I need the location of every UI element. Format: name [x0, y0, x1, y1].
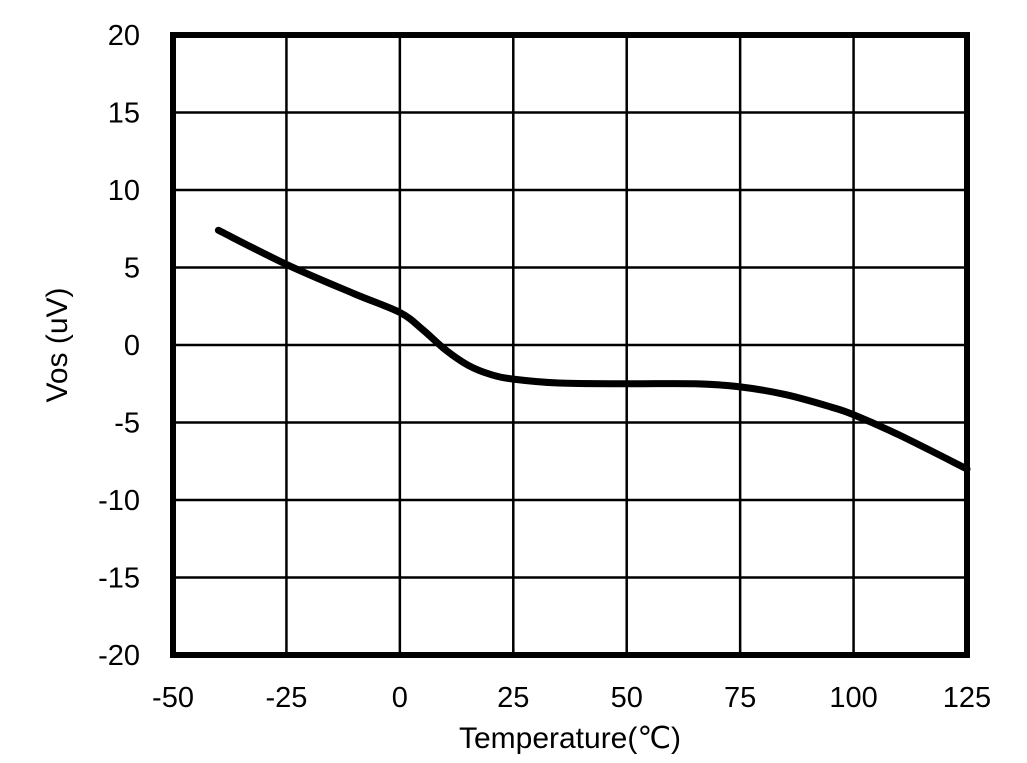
x-axis-title: Temperature(℃) — [459, 722, 681, 755]
grid-lines — [171, 33, 969, 657]
y-tick-label: 10 — [108, 175, 140, 207]
vos-curve — [214, 226, 971, 473]
y-tick-label: 20 — [108, 20, 140, 52]
x-tick-label: 0 — [392, 682, 408, 714]
y-axis-title: Vos (uV) — [41, 287, 74, 402]
x-tick-label: 75 — [724, 682, 756, 714]
y-tick-label: 0 — [124, 330, 140, 362]
y-tick-label: -15 — [98, 563, 140, 595]
y-axis-ticks: 20 15 10 5 0 -5 -10 -15 -20 — [98, 20, 140, 672]
x-tick-label: -50 — [152, 682, 194, 714]
x-axis-ticks: -50 -25 0 25 50 75 100 125 — [152, 682, 991, 714]
x-tick-label: -25 — [265, 682, 307, 714]
x-tick-label: 100 — [829, 682, 877, 714]
y-tick-label: -20 — [98, 640, 140, 672]
y-tick-label: 5 — [124, 253, 140, 285]
y-tick-label: 15 — [108, 98, 140, 130]
plot-frame — [170, 32, 970, 658]
y-tick-label: -10 — [98, 485, 140, 517]
y-tick-label: -5 — [114, 408, 140, 440]
x-tick-label: 25 — [497, 682, 529, 714]
x-tick-label: 50 — [611, 682, 643, 714]
x-tick-label: 125 — [943, 682, 991, 714]
